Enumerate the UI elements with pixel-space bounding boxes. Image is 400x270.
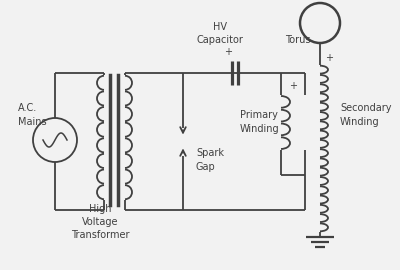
Text: Primary
Winding: Primary Winding: [240, 110, 280, 134]
Text: Spark
Gap: Spark Gap: [196, 148, 224, 172]
Text: Secondary
Winding: Secondary Winding: [340, 103, 392, 127]
Text: +: +: [325, 53, 333, 63]
Text: HV
Capacitor: HV Capacitor: [196, 22, 244, 45]
Text: A.C.
Mains: A.C. Mains: [18, 103, 47, 127]
Text: Torus: Torus: [285, 35, 310, 45]
Text: +: +: [289, 81, 297, 91]
Text: +: +: [224, 47, 232, 57]
Text: High
Voltage
Transformer: High Voltage Transformer: [71, 204, 129, 240]
